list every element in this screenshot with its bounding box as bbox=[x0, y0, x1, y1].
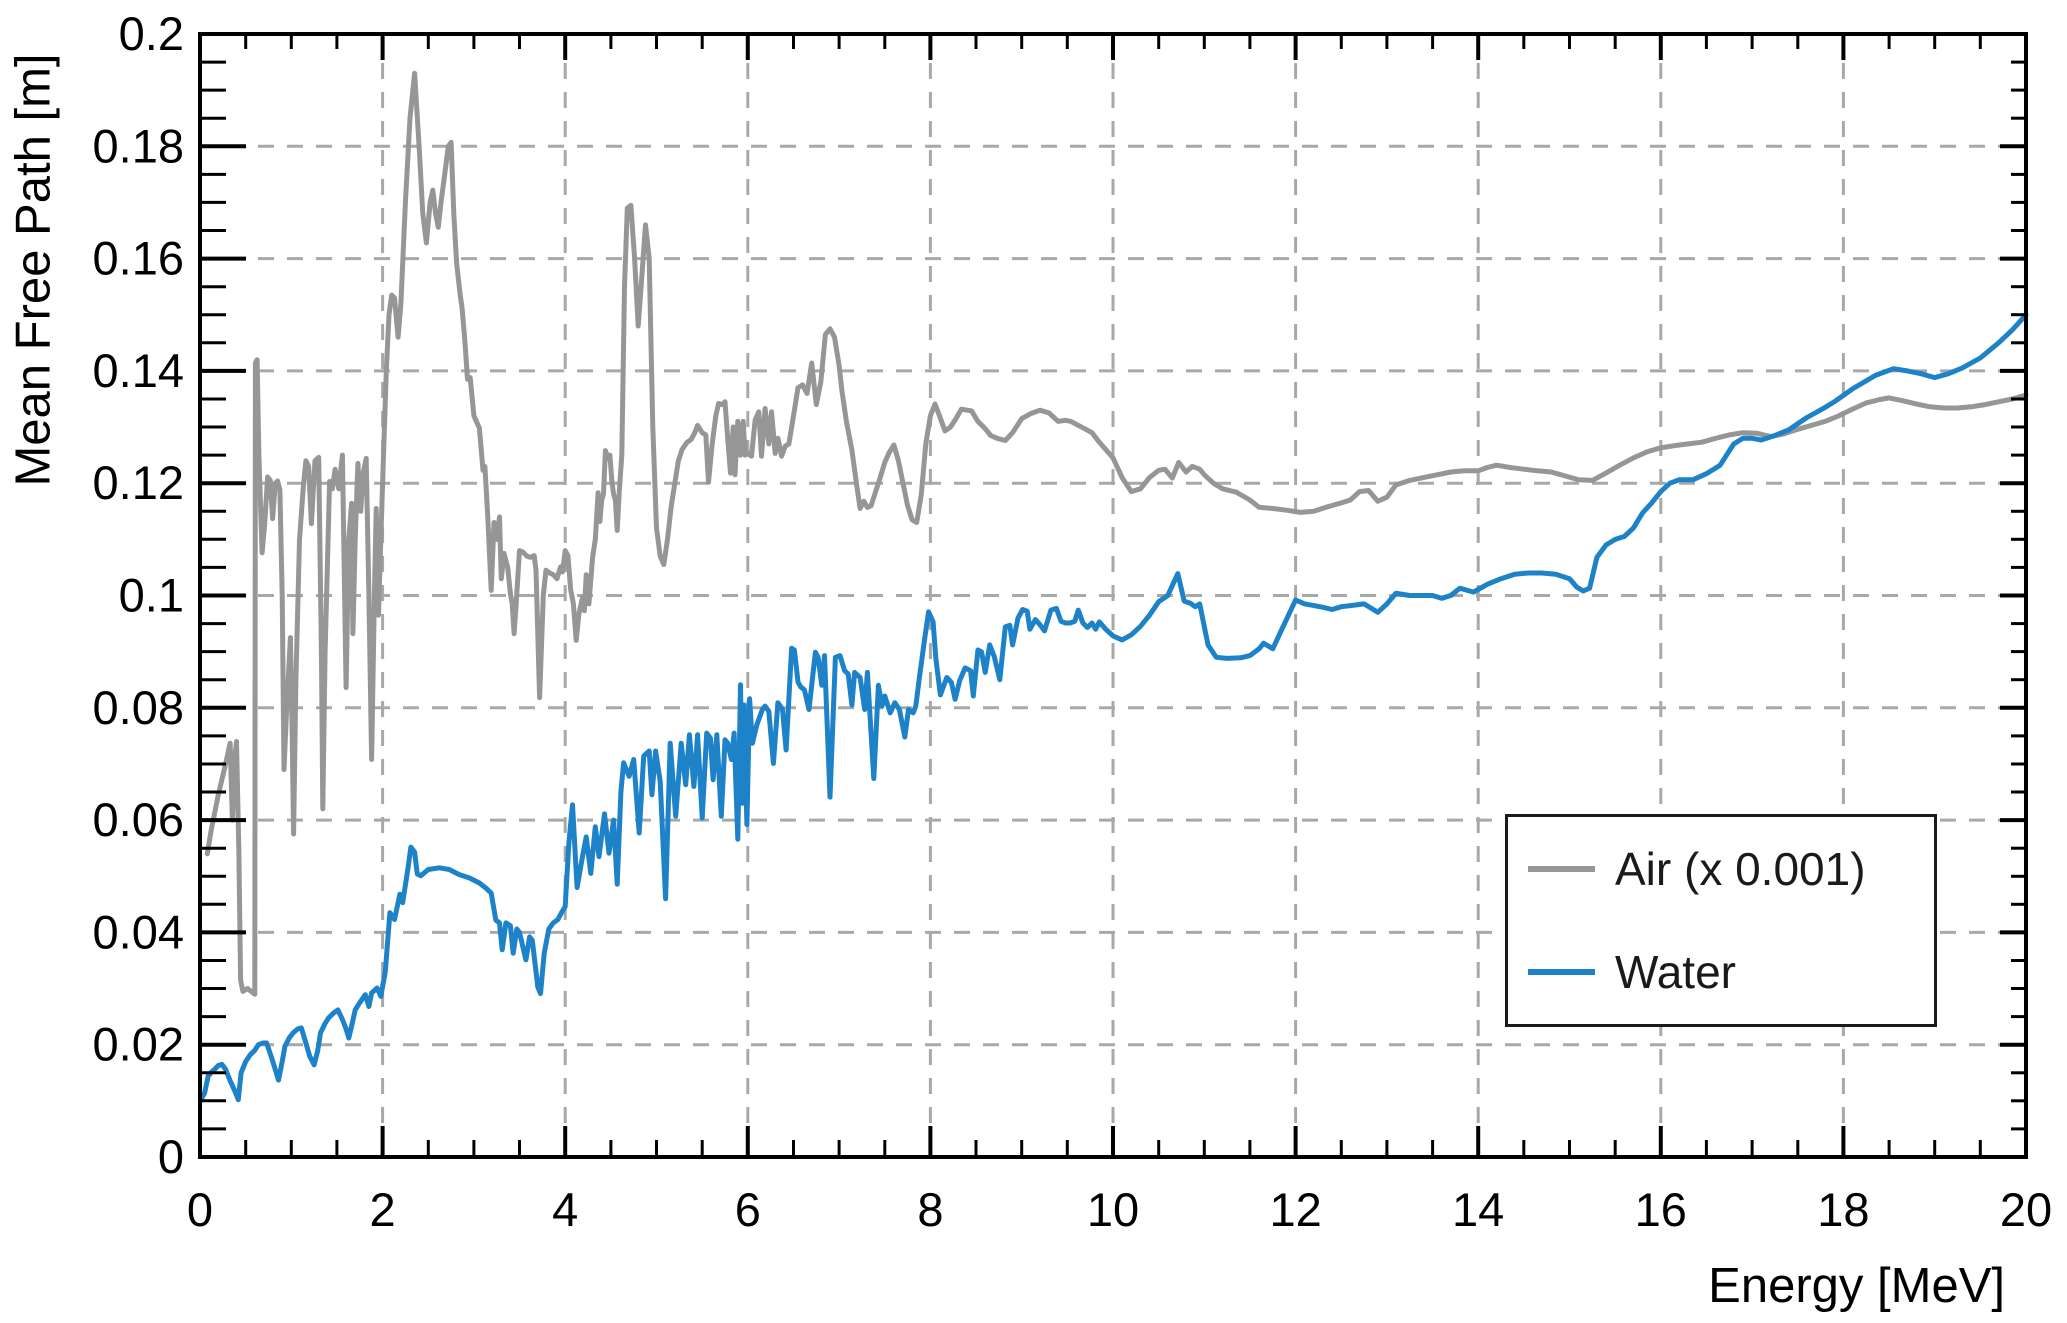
svg-text:0: 0 bbox=[187, 1183, 213, 1236]
axis-ticks bbox=[198, 32, 2028, 1159]
air-line-swatch bbox=[1528, 865, 1595, 872]
legend-entry-air: Air (x 0.001) bbox=[1508, 817, 1934, 921]
svg-text:0.14: 0.14 bbox=[93, 344, 184, 397]
series-water bbox=[199, 312, 2029, 1103]
x-axis-title: Energy [MeV] bbox=[1708, 1258, 2005, 1314]
svg-text:18: 18 bbox=[1817, 1183, 1869, 1236]
legend-entry-water: Water bbox=[1508, 921, 1934, 1025]
series-lines bbox=[199, 70, 2029, 1103]
legend-label-air: Air (x 0.001) bbox=[1615, 842, 1866, 895]
y-axis-title: Mean Free Path [m] bbox=[2, 16, 64, 524]
svg-text:0.18: 0.18 bbox=[93, 119, 184, 172]
svg-text:14: 14 bbox=[1452, 1183, 1504, 1236]
svg-text:0.1: 0.1 bbox=[119, 569, 184, 622]
svg-text:2: 2 bbox=[370, 1183, 396, 1236]
svg-text:0.02: 0.02 bbox=[93, 1018, 184, 1071]
svg-text:0.06: 0.06 bbox=[93, 793, 184, 846]
svg-text:10: 10 bbox=[1087, 1183, 1139, 1236]
svg-text:8: 8 bbox=[917, 1183, 943, 1236]
svg-text:12: 12 bbox=[1269, 1183, 1321, 1236]
y-tick-labels: 0 0.02 0.04 0.06 0.08 0.1 0.12 0.14 0.16 0.18 0.2 bbox=[93, 7, 184, 1183]
series-air bbox=[204, 70, 2029, 997]
svg-text:0.2: 0.2 bbox=[119, 7, 184, 60]
svg-text:20: 20 bbox=[2000, 1183, 2052, 1236]
y-axis-title-text: Mean Free Path [m] bbox=[6, 53, 61, 487]
legend: Air (x 0.001) Water bbox=[1505, 814, 1937, 1027]
svg-text:0.08: 0.08 bbox=[93, 681, 184, 734]
svg-text:4: 4 bbox=[552, 1183, 578, 1236]
svg-text:0.16: 0.16 bbox=[93, 232, 184, 285]
x-axis-title-text: Energy [MeV] bbox=[1708, 1259, 2005, 1313]
legend-label-water: Water bbox=[1615, 946, 1736, 999]
water-line-swatch bbox=[1528, 969, 1595, 976]
svg-text:0: 0 bbox=[158, 1130, 184, 1183]
svg-text:0.12: 0.12 bbox=[93, 456, 184, 509]
svg-text:6: 6 bbox=[735, 1183, 761, 1236]
x-tick-labels: 0 2 4 6 8 10 12 14 16 18 20 bbox=[187, 1183, 2052, 1236]
svg-text:16: 16 bbox=[1635, 1183, 1687, 1236]
svg-text:0.04: 0.04 bbox=[93, 905, 184, 958]
